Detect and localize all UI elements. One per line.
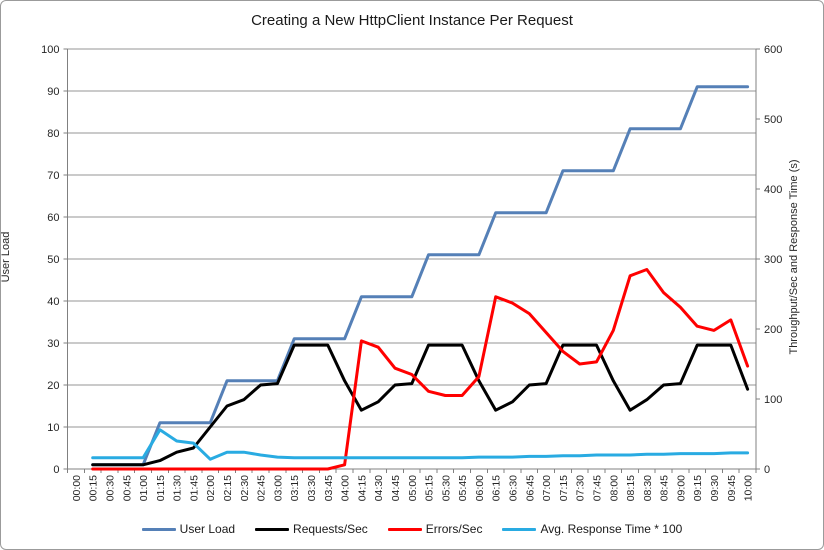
x-axis-tick-label: 06:15 xyxy=(491,475,503,501)
x-axis-tick-label: 00:45 xyxy=(121,475,133,501)
legend-swatch-icon xyxy=(141,527,176,531)
left-axis-tick-label: 10 xyxy=(47,422,59,434)
x-axis-tick-label: 01:45 xyxy=(188,475,200,501)
series-line-avg-response-time-100 xyxy=(91,428,750,461)
legend-item-requests-sec: Requests/Sec xyxy=(255,522,368,536)
x-axis-tick-label: 01:30 xyxy=(172,475,184,501)
chart-title: Creating a New HttpClient Instance Per R… xyxy=(251,12,573,29)
x-axis-tick-label: 08:00 xyxy=(608,475,620,501)
x-axis-tick-label: 06:00 xyxy=(474,475,486,501)
left-axis-tick-label: 0 xyxy=(53,464,59,476)
left-axis-tick-label: 30 xyxy=(47,338,59,350)
x-axis-tick-label: 03:15 xyxy=(289,475,301,501)
left-axis-tick-label: 80 xyxy=(47,128,59,140)
left-axis-tick-label: 60 xyxy=(47,212,59,224)
x-axis-tick-label: 04:15 xyxy=(356,475,368,501)
x-axis-tick-label: 09:00 xyxy=(675,475,687,501)
legend-swatch-icon xyxy=(387,527,422,531)
x-axis-tick-label: 04:45 xyxy=(390,475,402,501)
left-axis-tick-label: 50 xyxy=(47,254,59,266)
x-axis-tick-label: 03:30 xyxy=(306,475,318,501)
x-axis-tick-label: 08:30 xyxy=(642,475,654,501)
x-axis-tick-label: 03:00 xyxy=(272,475,284,501)
x-axis-tick-label: 04:30 xyxy=(373,475,385,501)
x-axis-tick-label: 05:45 xyxy=(457,475,469,501)
right-axis-tick-label: 400 xyxy=(764,184,782,196)
x-axis-tick-label: 05:30 xyxy=(440,475,452,501)
series-line-user-load xyxy=(91,85,750,467)
right-axis-tick-label: 300 xyxy=(764,254,782,266)
legend-item-avg-response-time-100: Avg. Response Time * 100 xyxy=(502,522,682,536)
right-axis-tick-label: 500 xyxy=(764,114,782,126)
right-axis-tick-label: 0 xyxy=(764,464,770,476)
x-axis-tick-label: 03:45 xyxy=(323,475,335,501)
legend-label: Avg. Response Time * 100 xyxy=(540,522,683,536)
legend-label: Errors/Sec xyxy=(425,522,483,536)
x-axis-tick-label: 00:30 xyxy=(104,475,116,501)
x-axis-tick-label: 09:45 xyxy=(726,475,738,501)
x-axis-tick-label: 07:45 xyxy=(591,475,603,501)
x-axis-tick-label: 00:15 xyxy=(88,475,100,501)
left-axis-tick-label: 20 xyxy=(47,380,59,392)
series-line-requests-sec xyxy=(91,343,750,467)
x-axis-tick-label: 04:00 xyxy=(340,475,352,501)
x-axis-tick-label: 10:00 xyxy=(743,475,755,501)
x-axis-tick-label: 09:30 xyxy=(709,475,721,501)
legend-swatch-icon xyxy=(502,527,537,531)
legend: User Load Requests/Sec Errors/Sec Avg. Resp… xyxy=(1,522,823,536)
x-axis-tick-label: 02:45 xyxy=(256,475,268,501)
x-axis-tick-label: 09:15 xyxy=(692,475,704,501)
left-axis-tick-label: 100 xyxy=(41,44,59,56)
x-axis-tick-label: 07:00 xyxy=(541,475,553,501)
x-axis-tick-label: 02:00 xyxy=(205,475,217,501)
x-axis-tick-label: 07:30 xyxy=(575,475,587,501)
x-axis-tick-label: 06:30 xyxy=(508,475,520,501)
x-axis-tick-label: 08:15 xyxy=(625,475,637,501)
legend-swatch-icon xyxy=(255,527,290,531)
x-axis-tick-label: 06:45 xyxy=(524,475,536,501)
left-axis-tick-label: 40 xyxy=(47,296,59,308)
legend-item-errors-sec: Errors/Sec xyxy=(387,522,483,536)
series-line-errors-sec xyxy=(91,268,750,471)
x-axis-tick-label: 08:45 xyxy=(659,475,671,501)
left-axis-tick-label: 70 xyxy=(47,170,59,182)
x-axis-tick-label: 05:15 xyxy=(424,475,436,501)
x-axis-tick-label: 01:15 xyxy=(155,475,167,501)
legend-label: User Load xyxy=(179,522,236,536)
x-axis-tick-label: 00:00 xyxy=(71,475,83,501)
x-axis-tick-label: 02:15 xyxy=(222,475,234,501)
legend-label: Requests/Sec xyxy=(293,522,368,536)
x-axis-tick-label: 01:00 xyxy=(138,475,150,501)
legend-item-user-load: User Load xyxy=(141,522,236,536)
x-axis-tick-label: 02:30 xyxy=(239,475,251,501)
x-axis-tick-label: 05:00 xyxy=(407,475,419,501)
right-axis-tick-label: 100 xyxy=(764,394,782,406)
x-axis-tick-label: 07:15 xyxy=(558,475,570,501)
left-axis-tick-label: 90 xyxy=(47,86,59,98)
right-axis-tick-label: 600 xyxy=(764,44,782,56)
right-axis-tick-label: 200 xyxy=(764,324,782,336)
